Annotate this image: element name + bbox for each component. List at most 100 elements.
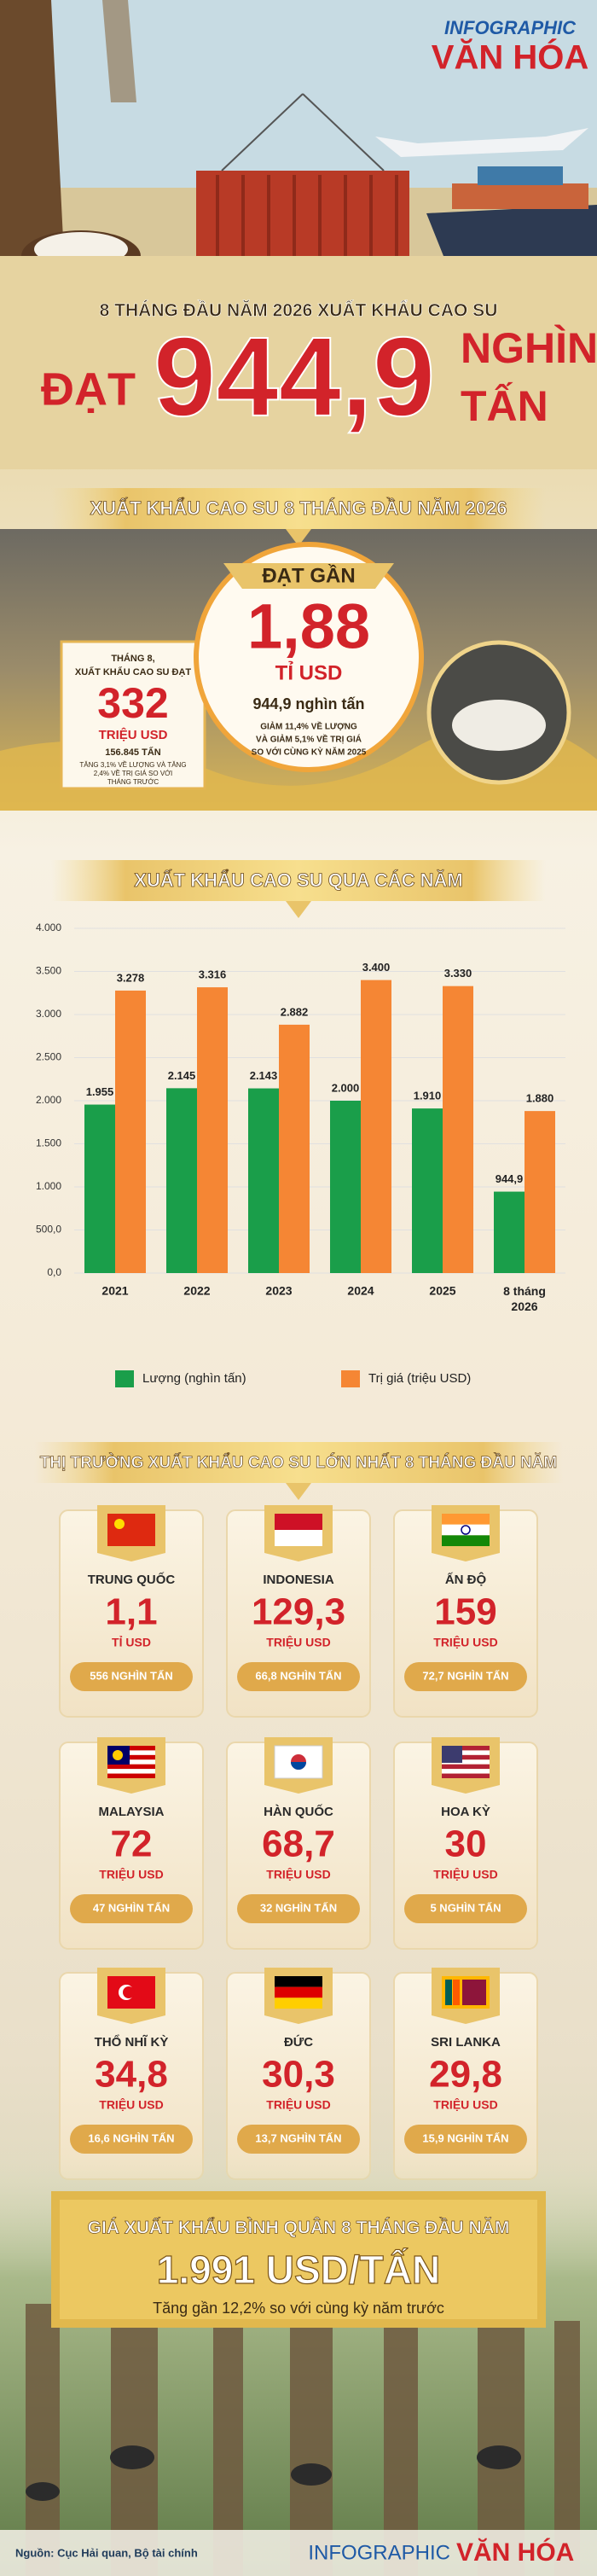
market-unit: TRIỆU USD: [99, 2097, 163, 2112]
plane: [375, 128, 588, 157]
market-volume: 15,9 NGHÌN TẤN: [422, 2131, 508, 2144]
value-label: 944,9: [496, 1172, 524, 1185]
ship-cargo: [452, 183, 588, 209]
value-label: 1.880: [526, 1092, 554, 1105]
market-volume: 32 NGHÌN TẤN: [260, 1901, 337, 1914]
flag-star: [114, 1519, 125, 1529]
title-band: [0, 256, 597, 469]
y-tick-label: 500,0: [36, 1224, 61, 1236]
latex-cup: [452, 700, 546, 751]
value-label: 1.910: [414, 1090, 442, 1102]
flag: [442, 1759, 490, 1765]
logo-bottom: VĂN HÓA: [432, 38, 588, 77]
market-unit: TRIỆU USD: [266, 2097, 330, 2112]
x-tick-label: 2022: [183, 1284, 210, 1298]
y-tick-label: 0,0: [47, 1266, 61, 1278]
total-unit: TỈ USD: [275, 660, 343, 684]
flag: [275, 1986, 322, 1998]
market-unit: TRIỆU USD: [266, 1867, 330, 1881]
legend-swatch: [341, 1370, 360, 1387]
value-label: 3.400: [362, 961, 391, 974]
banner: [51, 488, 546, 529]
flag-moon: [113, 1750, 123, 1760]
bar: [166, 1088, 197, 1273]
flag-taeguk: [291, 1762, 306, 1770]
market-unit: TỈ USD: [112, 1636, 151, 1649]
y-tick-label: 3.000: [36, 1008, 61, 1020]
flag: [107, 1764, 155, 1770]
market-value: 30: [445, 1823, 487, 1865]
market-value: 72: [111, 1823, 153, 1865]
ship-cargo: [478, 166, 563, 185]
market-value: 1,1: [105, 1591, 157, 1633]
banner-text: THỊ TRƯỜNG XUẤT KHẨU CAO SU LỚN NHẤT 8 T…: [40, 1453, 558, 1472]
flag: [442, 1535, 490, 1547]
flag: [445, 1980, 452, 2005]
bar: [84, 1104, 115, 1273]
bar: [115, 990, 146, 1273]
august-label: XUẤT KHẨU CAO SU ĐẠT: [75, 666, 192, 677]
market-value: 159: [434, 1591, 496, 1633]
market-unit: TRIỆU USD: [433, 1635, 497, 1649]
latex-cups: [26, 2445, 521, 2501]
unit-bottom: TẤN: [461, 382, 548, 430]
flag: [107, 1759, 155, 1765]
value-label: 2.143: [250, 1069, 278, 1082]
market-value: 29,8: [429, 2054, 502, 2096]
footer-logo-left: INFOGRAPHIC: [308, 2541, 450, 2564]
bar: [197, 987, 228, 1273]
flag: [442, 1514, 490, 1525]
flag: [442, 1769, 490, 1774]
bar: [361, 980, 391, 1273]
total-note: VÀ GIẢM 5,1% VỀ TRỊ GIÁ: [256, 734, 362, 745]
flag: [442, 1773, 490, 1779]
flag: [107, 1746, 155, 1751]
market-volume: 47 NGHÌN TẤN: [93, 1901, 170, 1914]
total-note: SO VỚI CÙNG KỲ NĂM 2025: [252, 747, 367, 758]
y-tick-label: 1.500: [36, 1137, 61, 1149]
banner-arrow: [286, 901, 311, 918]
x-tick-label: 2025: [429, 1284, 455, 1298]
value-label: 3.330: [444, 967, 472, 980]
market-volume: 5 NGHÌN TẤN: [430, 1901, 501, 1914]
banner-arrow: [286, 1483, 311, 1500]
y-tick-label: 1.000: [36, 1180, 61, 1192]
crane-cable: [302, 93, 385, 172]
volume-pill: [404, 1894, 527, 1923]
flag: [453, 1980, 460, 2005]
price-title: GIÁ XUẤT KHẨU BÌNH QUÂN 8 THÁNG ĐẦU NĂM: [88, 2218, 510, 2238]
august-note: 2,4% VỀ TRỊ GIÁ SO VỚI: [94, 769, 173, 777]
banner-arrow: [286, 529, 311, 546]
volume-pill: [237, 1662, 360, 1691]
value-label: 2.000: [332, 1081, 360, 1094]
banner: [51, 860, 546, 901]
august-volume: 156.845 TẤN: [105, 747, 160, 758]
market-value: 30,3: [262, 2054, 335, 2096]
market-value: 68,7: [262, 1823, 335, 1865]
unit-top: NGHÌN: [461, 324, 597, 372]
value-label: 3.278: [117, 971, 145, 984]
value-label: 3.316: [199, 968, 227, 981]
volume-pill: [237, 1894, 360, 1923]
flag: [107, 1754, 155, 1760]
total-volume: 944,9 nghìn tấn: [252, 695, 364, 712]
crane-cable: [221, 93, 304, 172]
total-value: 1,88: [247, 591, 370, 662]
flag: [275, 1530, 322, 1546]
market-name: INDONESIA: [263, 1573, 334, 1587]
y-tick-label: 2.000: [36, 1094, 61, 1106]
flag: [107, 1750, 155, 1755]
flag-wheel: [461, 1525, 471, 1535]
market-name: HOA KỲ: [441, 1804, 490, 1819]
flag: [442, 1524, 490, 1536]
market-value: 129,3: [252, 1591, 345, 1633]
flag-moon: [123, 1986, 135, 1998]
volume-pill: [404, 1662, 527, 1691]
logo-top: INFOGRAPHIC: [444, 17, 577, 38]
market-name: ĐỨC: [284, 2034, 313, 2050]
value-label: 2.145: [168, 1069, 196, 1082]
price-note: Tăng gần 12,2% so với cùng kỳ năm trước: [153, 2300, 444, 2317]
kicker: 8 THÁNG ĐẦU NĂM 2026 XUẤT KHẨU CAO SU: [100, 301, 498, 321]
